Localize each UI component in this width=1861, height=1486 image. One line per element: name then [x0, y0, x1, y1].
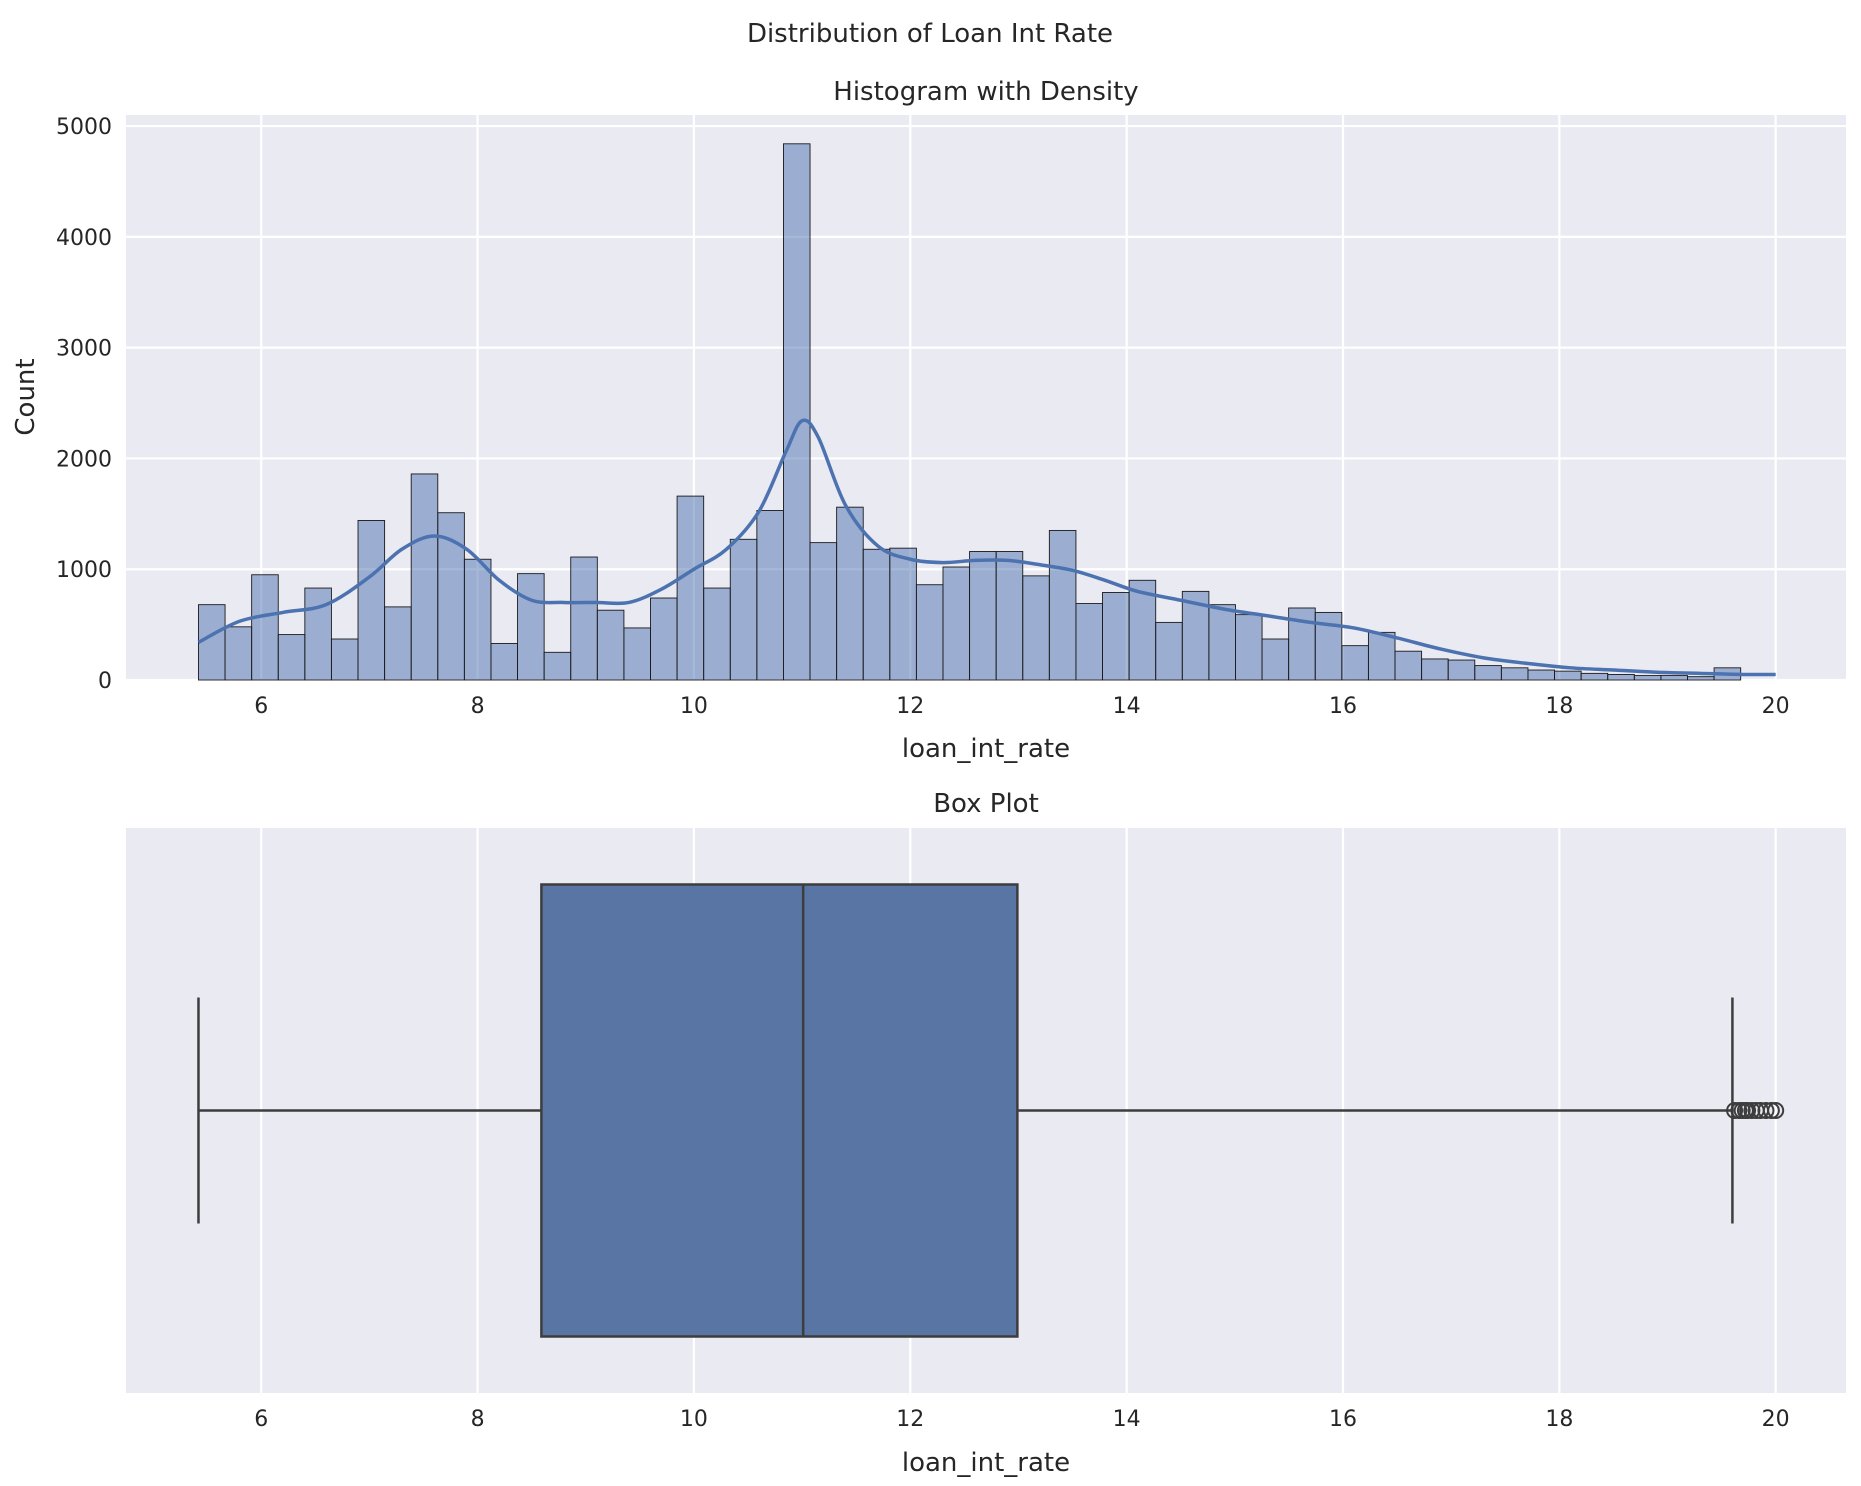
histogram-bar: [1075, 603, 1103, 681]
outlier-point: [1739, 1102, 1757, 1119]
outlier-point: [1757, 1102, 1775, 1119]
histogram-y-axis-label: Count: [11, 358, 41, 435]
histogram-bar: [969, 551, 997, 681]
histogram-bar: [251, 574, 279, 681]
histogram-bar: [995, 551, 1024, 681]
boxplot-body: [197, 883, 1734, 1338]
boxplot-panel: 6 8 10 12 14 16 18 20 Box Plot loan_int_rate: [126, 789, 1846, 1478]
outlier-point: [1762, 1102, 1780, 1119]
histogram-bar: [1447, 659, 1476, 681]
histogram-bar: [1155, 621, 1183, 681]
histogram-bar: [1607, 674, 1635, 681]
x-tick-label: 20: [1762, 1407, 1790, 1432]
x-tick-label: 14: [1113, 1407, 1141, 1432]
histogram-bar: [1500, 667, 1529, 681]
x-tick-label: 8: [471, 1407, 485, 1432]
x-tick-label: 8: [471, 694, 485, 719]
histogram-bar: [783, 143, 811, 681]
histogram-x-axis-label: loan_int_rate: [902, 734, 1070, 764]
histogram-bar: [889, 547, 917, 681]
histogram-bar: [198, 604, 226, 681]
histogram-bar: [915, 584, 944, 681]
histogram-bar: [1261, 638, 1290, 681]
histogram-bar: [756, 510, 784, 681]
histogram-bar: [942, 566, 971, 681]
x-tick-label: 16: [1329, 694, 1357, 719]
histogram-bar: [596, 609, 625, 681]
histogram-bar: [463, 558, 492, 681]
x-tick-label: 14: [1113, 694, 1141, 719]
histogram-bar: [1022, 575, 1050, 681]
y-tick-label: 2000: [56, 447, 112, 472]
histogram-bar: [1633, 675, 1662, 681]
histogram-bar: [836, 506, 864, 681]
figure-suptitle: Distribution of Loan Int Rate: [747, 19, 1113, 49]
histogram-bar: [1394, 650, 1423, 681]
x-tick-label: 18: [1545, 1407, 1573, 1432]
histogram-bar: [650, 597, 678, 681]
x-tick-label: 12: [896, 1407, 924, 1432]
histogram-panel: 6 8 10 12 14 16 18 20 0 1000 2000 3000 4000 5000 His…: [11, 77, 1846, 764]
histogram-bar: [543, 651, 572, 681]
histogram-bar: [517, 573, 545, 681]
histogram-bar: [1580, 672, 1609, 681]
histogram-bar: [1660, 675, 1688, 681]
x-tick-label: 16: [1329, 1407, 1357, 1432]
histogram-bar: [1128, 579, 1157, 681]
y-tick-label: 5000: [56, 115, 112, 140]
y-tick-label: 4000: [56, 226, 112, 251]
histogram-bar: [570, 556, 598, 681]
boxplot-title: Box Plot: [933, 789, 1039, 819]
histogram-bar: [304, 587, 332, 681]
boxplot-outliers: [1726, 1102, 1785, 1119]
x-tick-label: 10: [680, 1407, 708, 1432]
histogram-bar: [1474, 665, 1502, 681]
histogram-bar: [862, 548, 891, 681]
histogram-x-tick-labels: 6 8 10 12 14 16 18 20: [254, 694, 1789, 719]
outlier-point: [1726, 1102, 1744, 1119]
y-tick-label: 1000: [56, 558, 112, 583]
x-tick-label: 18: [1545, 694, 1573, 719]
boxplot-x-tick-labels: 6 8 10 12 14 16 18 20: [254, 1407, 1789, 1432]
histogram-bar: [729, 538, 758, 681]
histogram-bar: [1367, 631, 1396, 681]
histogram-title: Histogram with Density: [833, 77, 1138, 107]
histogram-bar: [676, 495, 705, 681]
boxplot-x-axis-label: loan_int_rate: [902, 1448, 1070, 1478]
histogram-bar: [623, 627, 651, 681]
x-tick-label: 6: [254, 694, 268, 719]
histogram-bar: [384, 606, 412, 681]
histogram-bar: [224, 626, 253, 681]
histogram-bar: [277, 634, 306, 681]
histogram-bar: [703, 587, 731, 681]
x-tick-label: 10: [680, 694, 708, 719]
histogram-bar: [1554, 670, 1582, 681]
histogram-bar: [809, 542, 838, 681]
histogram-bar: [1527, 669, 1556, 681]
histogram-bars: [198, 143, 1742, 681]
histogram-bar: [330, 638, 359, 681]
histogram-bar: [1102, 592, 1130, 681]
histogram-bar: [1048, 529, 1077, 681]
x-tick-label: 6: [254, 1407, 268, 1432]
density-curve: [197, 418, 1776, 677]
histogram-bar: [357, 520, 386, 681]
x-tick-label: 12: [896, 694, 924, 719]
histogram-bar: [1235, 614, 1263, 681]
y-tick-label: 0: [98, 669, 112, 694]
outlier-point: [1767, 1102, 1785, 1119]
histogram-bar: [1208, 604, 1236, 681]
histogram-bar: [490, 642, 519, 681]
interquartile-box: [540, 883, 1019, 1338]
x-tick-label: 20: [1762, 694, 1790, 719]
histogram-bar: [410, 473, 439, 681]
histogram-y-tick-labels: 0 1000 2000 3000 4000 5000: [56, 115, 112, 694]
histogram-bar: [1687, 676, 1715, 681]
y-tick-label: 3000: [56, 337, 112, 362]
histogram-bar: [1341, 645, 1369, 681]
histogram-bar: [1421, 658, 1449, 681]
